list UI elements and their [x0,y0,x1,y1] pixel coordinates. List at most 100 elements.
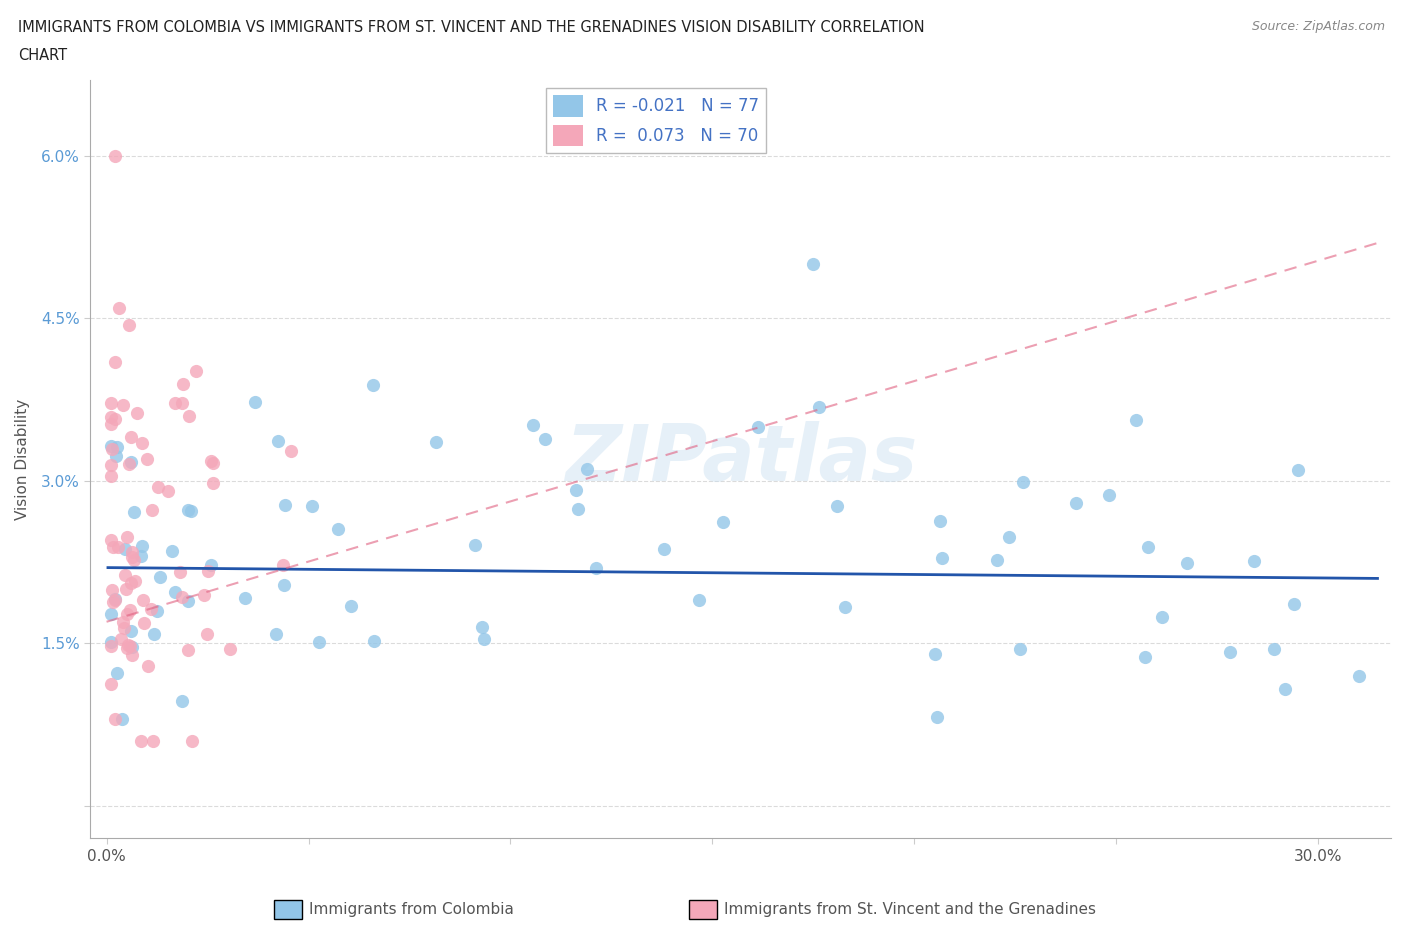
Point [104,354,127,369]
Point [121,550,143,565]
Point [100,677,122,692]
Point [110,631,132,646]
Point [165,585,187,600]
Point [131,549,153,564]
Point [114,541,136,556]
Point [522,418,544,432]
Point [688,592,710,607]
Point [169,565,191,580]
Point [160,543,183,558]
Point [118,638,141,653]
Point [104,592,127,607]
Point [112,620,135,635]
Y-axis label: Vision Disability: Vision Disability [15,399,30,520]
Point [308,634,330,649]
Point [340,599,363,614]
Point [827,498,849,513]
Point [100,634,122,649]
Text: ZIPatlas: ZIPatlas [565,421,917,498]
Point [100,458,122,472]
Point [266,433,288,448]
Point [747,419,769,434]
Point [1175,556,1198,571]
Point [1152,610,1174,625]
Point [105,440,128,455]
Point [115,582,138,597]
Point [177,643,200,658]
Point [107,539,129,554]
Point [179,409,201,424]
Text: CHART: CHART [18,48,67,63]
Point [929,513,952,528]
Point [931,551,953,566]
Point [100,469,122,484]
Text: Source: ZipAtlas.com: Source: ZipAtlas.com [1251,20,1385,33]
Point [111,615,134,630]
Point [271,557,294,572]
Point [201,455,224,470]
Point [139,602,162,617]
Point [565,483,588,498]
Point [105,666,128,681]
Legend: R = -0.021   N = 77, R =  0.073   N = 70: R = -0.021 N = 77, R = 0.073 N = 70 [547,88,766,153]
Point [197,564,219,578]
Point [100,396,122,411]
Point [200,558,222,573]
Point [101,582,124,597]
Point [103,594,125,609]
Point [471,619,494,634]
Point [202,475,225,490]
Point [1064,495,1087,510]
Point [141,503,163,518]
Point [172,396,194,411]
Point [100,417,122,432]
Point [120,455,142,470]
Point [808,400,831,415]
Point [280,444,302,458]
Point [114,567,136,582]
Point [177,502,200,517]
Point [1263,642,1285,657]
Point [120,624,142,639]
Point [117,457,139,472]
Point [115,529,138,544]
Point [1274,682,1296,697]
Point [146,604,169,618]
Point [104,149,127,164]
Point [149,570,172,585]
Point [273,498,295,512]
Point [243,394,266,409]
Point [997,530,1019,545]
Point [264,627,287,642]
Point [118,602,141,617]
Point [131,436,153,451]
Point [120,430,142,445]
Point [301,498,323,513]
Text: Immigrants from St. Vincent and the Grenadines: Immigrants from St. Vincent and the Gren… [724,902,1097,917]
Point [143,627,166,642]
Point [104,591,127,606]
Point [803,257,825,272]
Point [924,647,946,662]
Point [172,589,194,604]
Point [118,318,141,333]
Point [111,397,134,412]
Point [1282,597,1305,612]
Point [273,578,295,592]
Point [1218,644,1240,659]
Point [141,734,163,749]
Point [100,441,122,456]
Point [425,435,447,450]
Point [200,453,222,468]
Point [1136,539,1159,554]
Point [176,593,198,608]
Point [1011,474,1033,489]
Point [100,606,122,621]
Text: Immigrants from Colombia: Immigrants from Colombia [309,902,515,917]
Point [121,544,143,559]
Point [363,377,385,392]
Point [1133,649,1156,664]
Point [122,552,145,567]
Point [115,606,138,621]
Point [1243,553,1265,568]
